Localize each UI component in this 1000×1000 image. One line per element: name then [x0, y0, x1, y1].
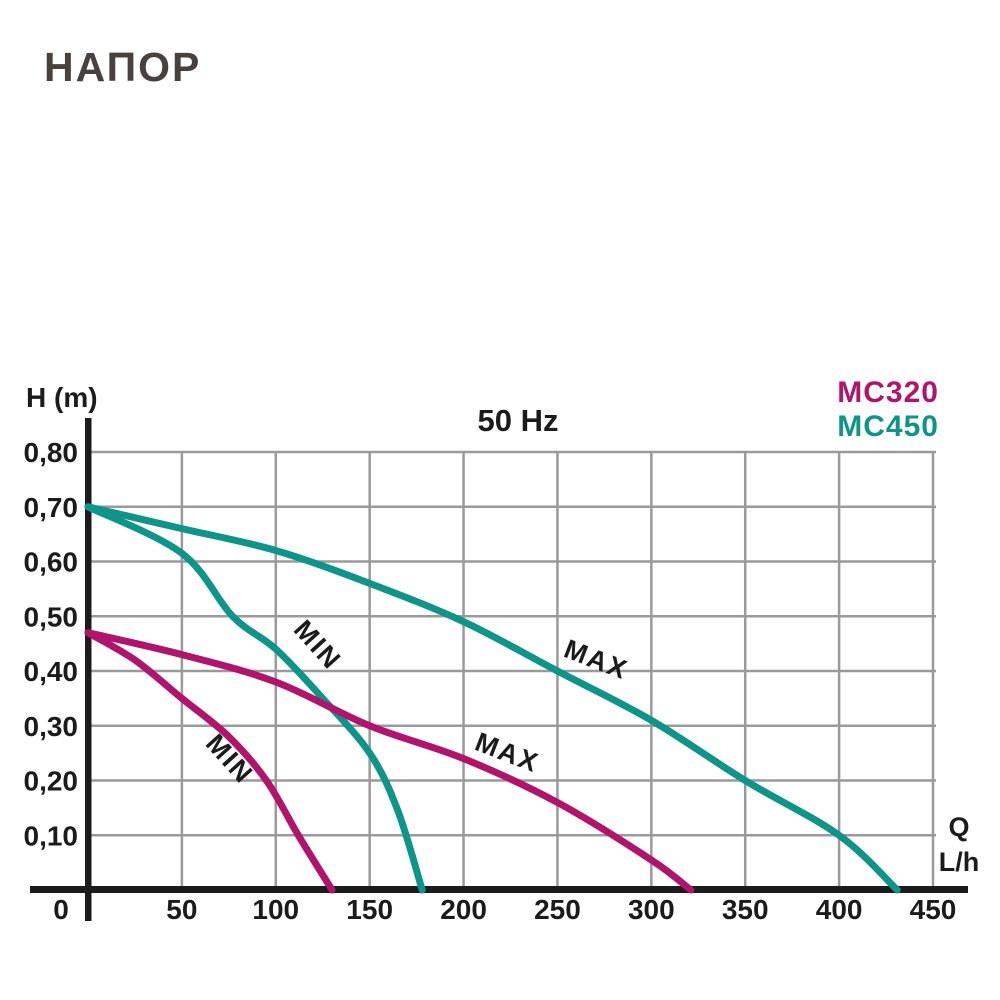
curve-mc450-max: [84, 503, 901, 894]
curve-mc450-min: [84, 503, 426, 894]
y-tick-0-40: 0,40: [24, 656, 79, 687]
legend-item-mc450: MC450: [837, 410, 939, 443]
x-tick-100: 100: [252, 894, 299, 925]
x-tick-200: 200: [440, 894, 487, 925]
page-title: НАПОР: [44, 44, 202, 90]
legend: MC320 MC450: [837, 376, 939, 444]
axis-tick-labels: 0 50 100 150 200 250 300 350 400 450 0,10 0,20 0,30 0…: [24, 437, 957, 925]
y-tick-0-20: 0,20: [24, 766, 79, 797]
y-tick-0-10: 0,10: [24, 820, 79, 851]
curve-mc320-min: [84, 629, 336, 894]
x-tick-300: 300: [628, 894, 675, 925]
x-tick-50: 50: [166, 894, 197, 925]
x-tick-350: 350: [722, 894, 769, 925]
y-tick-0-30: 0,30: [24, 711, 79, 742]
x-axis-unit: Q L/h: [928, 810, 990, 880]
legend-item-mc320: MC320: [837, 376, 939, 409]
y-tick-0-60: 0,60: [24, 547, 79, 578]
x-tick-450: 450: [910, 894, 957, 925]
x-axis-unit-lh: L/h: [938, 847, 980, 877]
grid-lines: [88, 450, 936, 889]
pump-performance-curves: [84, 503, 901, 894]
x-axis-unit-q: Q: [948, 812, 970, 842]
x-tick-0: 0: [53, 894, 69, 925]
axes: [30, 418, 968, 921]
curve-mc320-max: [84, 629, 695, 894]
y-tick-0-70: 0,70: [24, 492, 79, 523]
curve-label-mc320-max: MAX: [471, 727, 543, 779]
x-tick-150: 150: [346, 894, 393, 925]
chart-title-frequency: 50 Hz: [477, 403, 559, 438]
y-tick-0-50: 0,50: [24, 601, 79, 632]
y-axis-label: H (m): [26, 382, 98, 413]
x-tick-250: 250: [534, 894, 581, 925]
y-tick-0-80: 0,80: [24, 437, 79, 468]
x-tick-400: 400: [816, 894, 863, 925]
